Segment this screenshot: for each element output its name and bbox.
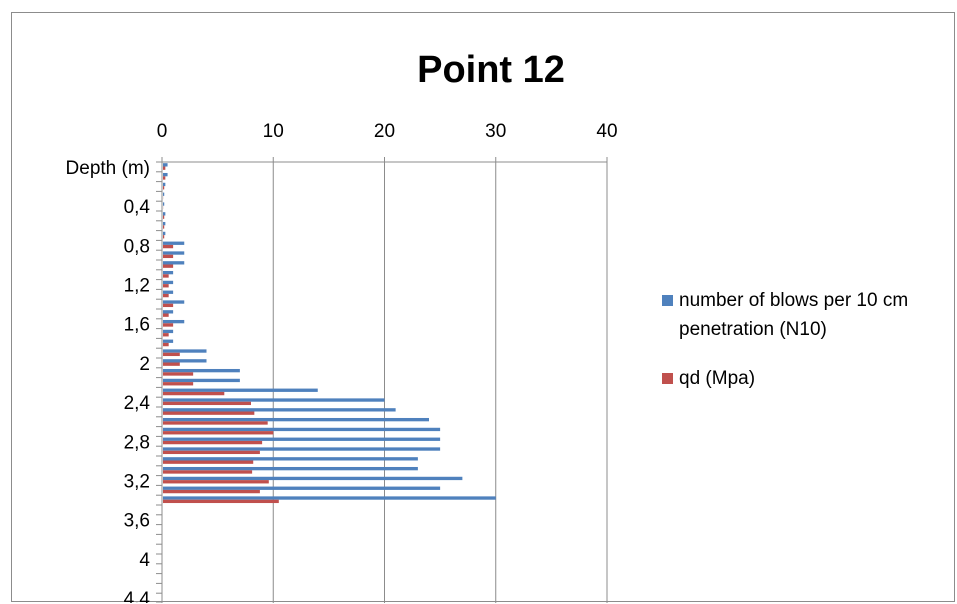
bar-qd-25: [163, 411, 255, 415]
y-tick-label-10: 4: [139, 550, 150, 571]
bar-qd-30: [163, 460, 254, 464]
bar-n10-5: [163, 212, 166, 216]
bar-n10-1: [163, 172, 168, 177]
bar-n10-16: [163, 319, 185, 324]
x-tick-label-40: 40: [596, 121, 617, 142]
y-tick-label-7: 2,8: [124, 432, 150, 453]
bar-qd-6: [163, 225, 165, 229]
bar-qd-14: [163, 303, 174, 308]
bar-n10-30: [163, 457, 418, 461]
bar-qd-22: [163, 382, 194, 386]
y-tick-label-4: 1,6: [124, 315, 150, 336]
chart-frame: Point 12 0 10 20 30 40 Depth (m) 0,4 0,8 1,2 1,6 2…: [11, 12, 955, 603]
y-tick-label-2: 0,8: [124, 236, 150, 257]
grid-layer: [272, 162, 608, 603]
bar-n10-14: [163, 300, 185, 304]
bar-n10-32: [163, 476, 463, 481]
legend-label-qd: qd (Mpa): [679, 368, 755, 389]
bar-qd-16: [163, 323, 174, 327]
bar-n10-11: [163, 270, 174, 275]
bar-n10-3: [163, 192, 165, 196]
bar-n10-12: [163, 280, 174, 285]
bar-qd-34: [163, 499, 279, 504]
legend: number of blows per 10 cm penetration (N1…: [662, 290, 908, 389]
bar-n10-24: [163, 398, 385, 402]
bar-n10-23: [163, 388, 318, 392]
bar-n10-27: [163, 427, 441, 432]
bar-qd-29: [163, 450, 260, 455]
bar-n10-34: [163, 496, 496, 500]
bar-qd-5: [163, 215, 165, 219]
y-tick-label-5: 2: [139, 354, 150, 375]
bar-qd-21: [163, 372, 194, 376]
bar-qd-15: [163, 313, 169, 317]
bar-qd-2: [163, 186, 165, 190]
legend-swatch-qd: [662, 373, 673, 384]
y-tick-label-0: Depth (m): [66, 158, 150, 179]
bar-n10-31: [163, 466, 418, 471]
bar-qd-24: [163, 401, 251, 406]
bar-n10-21: [163, 368, 240, 373]
bar-qd-9: [163, 254, 174, 259]
bar-n10-17: [163, 329, 174, 334]
bar-qd-19: [163, 352, 180, 357]
bar-qd-11: [163, 274, 169, 278]
bar-n10-0: [163, 163, 168, 167]
y-tick-label-3: 1,2: [124, 276, 150, 297]
x-tick-label-0: 0: [157, 121, 168, 142]
bar-qd-18: [163, 342, 169, 347]
bar-n10-2: [163, 182, 166, 187]
bar-n10-18: [163, 339, 174, 343]
bar-n10-9: [163, 251, 185, 255]
bar-qd-7: [163, 235, 165, 239]
bar-qd-10: [163, 264, 174, 268]
bar-qd-8: [163, 244, 174, 249]
bar-n10-20: [163, 359, 207, 363]
axes-layer: 0 10 20 30 40 Depth (m) 0,4 0,8 1,2 1,6 2 2,4 2,8 3,2…: [66, 121, 618, 603]
bar-n10-26: [163, 417, 429, 422]
legend-swatch-n10: [662, 295, 673, 306]
bar-n10-33: [163, 486, 441, 490]
legend-label-n10: number of blows per 10 cm penetration (N1…: [679, 290, 908, 340]
bar-n10-6: [163, 221, 166, 226]
x-tick-label-10: 10: [263, 121, 284, 142]
x-tick-label-20: 20: [374, 121, 395, 142]
bar-qd-32: [163, 480, 269, 484]
bar-n10-10: [163, 261, 185, 265]
bar-qd-17: [163, 333, 169, 337]
bar-qd-26: [163, 421, 268, 425]
bars-layer: [163, 163, 496, 504]
bar-qd-0: [163, 166, 166, 170]
bar-n10-8: [163, 241, 185, 245]
bar-qd-33: [163, 489, 260, 494]
bar-qd-12: [163, 284, 169, 288]
bar-n10-15: [163, 310, 174, 314]
bar-n10-19: [163, 349, 207, 353]
bar-qd-20: [163, 362, 180, 366]
chart-svg: Point 12 0 10 20 30 40 Depth (m) 0,4 0,8 1,2 1,6 2…: [66, 49, 908, 603]
bar-qd-31: [163, 470, 253, 474]
bar-qd-13: [163, 293, 169, 298]
y-tick-label-8: 3,2: [124, 472, 150, 493]
bar-n10-7: [163, 231, 166, 236]
bar-qd-28: [163, 440, 263, 445]
bar-qd-23: [163, 391, 225, 396]
bar-qd-1: [163, 176, 166, 180]
bar-n10-25: [163, 408, 396, 412]
bar-qd-27: [163, 431, 274, 435]
bar-n10-28: [163, 437, 441, 441]
bar-n10-22: [163, 378, 240, 383]
bar-n10-29: [163, 447, 441, 451]
bar-n10-4: [163, 202, 165, 206]
bar-n10-13: [163, 290, 174, 294]
y-tick-label-1: 0,4: [124, 197, 151, 218]
chart-title: Point 12: [417, 49, 565, 91]
y-tick-label-11: 4,4: [124, 589, 151, 603]
y-tick-label-9: 3,6: [124, 511, 150, 532]
y-tick-label-6: 2,4: [124, 393, 151, 414]
x-tick-label-30: 30: [485, 121, 506, 142]
